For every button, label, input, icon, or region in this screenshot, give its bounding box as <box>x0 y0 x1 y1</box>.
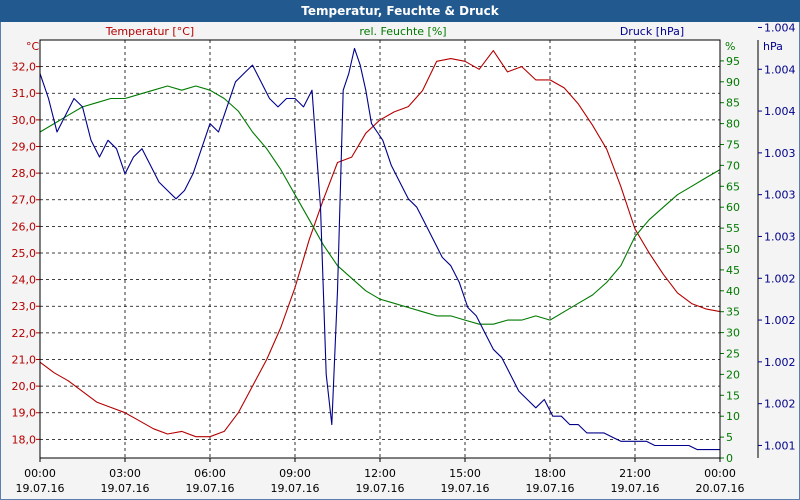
humidity-tick-label: 25 <box>726 348 740 361</box>
humidity-tick-label: 50 <box>726 243 740 256</box>
x-tick-label-date: 19.07.16 <box>101 482 150 495</box>
pressure-tick-label: 1.001 <box>764 439 796 452</box>
pressure-tick-label: 1.002 <box>764 356 796 369</box>
temperature-tick-label: 32,0 <box>12 61 37 74</box>
humidity-tick-label: 75 <box>726 139 740 152</box>
x-tick-label-time: 15:00 <box>449 467 481 480</box>
humidity-unit: % <box>725 40 735 53</box>
humidity-tick-label: 10 <box>726 410 740 423</box>
x-tick-label-date: 19.07.16 <box>611 482 660 495</box>
humidity-tick-label: 60 <box>726 201 740 214</box>
humidity-tick-label: 45 <box>726 264 740 277</box>
x-tick-label-time: 03:00 <box>109 467 141 480</box>
pressure-tick-label: 1.002 <box>764 314 796 327</box>
temperature-tick-label: 31,0 <box>12 87 37 100</box>
humidity-tick-label: 35 <box>726 306 740 319</box>
temperature-tick-label: 27,0 <box>12 194 37 207</box>
pressure-axis-label: Druck [hPa] <box>620 25 684 38</box>
x-tick-label-date: 20.07.16 <box>696 482 745 495</box>
pressure-tick-label: 1.004 <box>764 63 796 76</box>
pressure-unit: hPa <box>763 40 783 53</box>
x-tick-label-time: 18:00 <box>534 467 566 480</box>
x-tick-label-time: 09:00 <box>279 467 311 480</box>
pressure-tick-label: 1.002 <box>764 272 796 285</box>
temperature-tick-label: 18,0 <box>12 433 37 446</box>
x-tick-label-time: 00:00 <box>24 467 56 480</box>
temperature-axis-label: Temperatur [°C] <box>105 25 194 38</box>
temperature-series-line <box>39 50 721 438</box>
humidity-tick-label: 65 <box>726 180 740 193</box>
temperature-tick-label: 24,0 <box>12 274 37 287</box>
temperature-tick-label: 29,0 <box>12 140 37 153</box>
humidity-tick-label: 20 <box>726 368 740 381</box>
humidity-series-line <box>39 85 721 325</box>
temperature-tick-label: 23,0 <box>12 300 37 313</box>
temperature-tick-label: 19,0 <box>12 407 37 420</box>
window-title: Temperatur, Feuchte & Druck <box>0 0 800 22</box>
humidity-tick-label: 80 <box>726 118 740 131</box>
plot-border <box>39 39 721 459</box>
humidity-tick-label: 95 <box>726 55 740 68</box>
pressure-tick-label: 1.004 <box>764 105 796 118</box>
x-tick-label-time: 12:00 <box>364 467 396 480</box>
pressure-tick-label: 1.003 <box>764 230 796 243</box>
x-tick-label-date: 19.07.16 <box>526 482 575 495</box>
humidity-tick-label: 90 <box>726 76 740 89</box>
temperature-tick-label: 20,0 <box>12 380 37 393</box>
temperature-tick-label: 25,0 <box>12 247 37 260</box>
pressure-tick-label: 1.003 <box>764 147 796 160</box>
temperature-unit: °C <box>26 40 40 53</box>
x-tick-label-time: 06:00 <box>194 467 226 480</box>
temperature-tick-label: 28,0 <box>12 167 37 180</box>
humidity-tick-label: 85 <box>726 97 740 110</box>
x-tick-label-time: 21:00 <box>619 467 651 480</box>
temperature-tick-label: 26,0 <box>12 220 37 233</box>
humidity-axis-label: rel. Feuchte [%] <box>359 25 446 38</box>
x-tick-label-date: 19.07.16 <box>186 482 235 495</box>
x-tick-label-time: 00:00 <box>704 467 736 480</box>
humidity-tick-label: 0 <box>726 452 733 465</box>
pressure-series-line <box>39 47 720 451</box>
pressure-tick-label: 1.002 <box>764 398 796 411</box>
temperature-tick-label: 22,0 <box>12 327 37 340</box>
temperature-tick-label: 21,0 <box>12 353 37 366</box>
humidity-tick-label: 55 <box>726 222 740 235</box>
pressure-tick-label: 1.003 <box>764 189 796 202</box>
humidity-tick-label: 15 <box>726 389 740 402</box>
x-tick-label-date: 19.07.16 <box>356 482 405 495</box>
x-tick-label-date: 19.07.16 <box>16 482 65 495</box>
humidity-tick-label: 70 <box>726 159 740 172</box>
humidity-tick-label: 5 <box>726 431 733 444</box>
x-tick-label-date: 19.07.16 <box>271 482 320 495</box>
temperature-tick-label: 30,0 <box>12 114 37 127</box>
humidity-tick-label: 30 <box>726 327 740 340</box>
x-tick-label-date: 19.07.16 <box>441 482 490 495</box>
pressure-tick-label: 1.004 <box>764 21 796 34</box>
humidity-tick-label: 40 <box>726 285 740 298</box>
